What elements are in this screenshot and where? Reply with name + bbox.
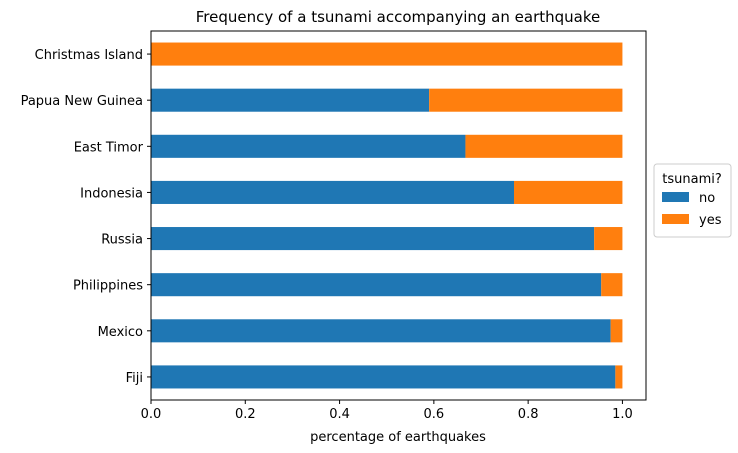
y-tick-label: East Timor bbox=[74, 140, 144, 155]
bar-yes-fiji bbox=[615, 365, 623, 389]
plot-frame bbox=[150, 30, 647, 401]
bar-yes-christmas-island bbox=[151, 42, 623, 66]
y-tick-label: Russia bbox=[101, 233, 143, 248]
y-tick-label: Mexico bbox=[98, 325, 143, 340]
legend-label-yes: yes bbox=[699, 213, 722, 228]
bar-yes-indonesia bbox=[514, 180, 623, 204]
x-tick-label: 0.8 bbox=[518, 407, 539, 422]
x-tick-label: 0.0 bbox=[141, 407, 162, 422]
bar-no-indonesia bbox=[151, 180, 514, 204]
bar-no-russia bbox=[151, 227, 595, 251]
bar-no-mexico bbox=[151, 319, 611, 343]
legend-swatch-yes bbox=[662, 214, 689, 224]
bars-layer bbox=[151, 42, 623, 389]
bar-yes-philippines bbox=[601, 273, 623, 297]
y-tick-label: Fiji bbox=[126, 371, 143, 386]
bar-no-fiji bbox=[151, 365, 616, 389]
y-tick-labels: Christmas Island Papua New Guinea East Tim… bbox=[21, 48, 151, 386]
x-tick-label: 0.2 bbox=[235, 407, 256, 422]
y-tick-label: Philippines bbox=[73, 279, 143, 294]
bar-no-east-timor bbox=[151, 134, 466, 158]
bar-no-philippines bbox=[151, 273, 602, 297]
legend-swatch-no bbox=[662, 192, 689, 202]
x-axis-label: percentage of earthquakes bbox=[310, 430, 486, 445]
chart-title: Frequency of a tsunami accompanying an e… bbox=[196, 8, 600, 26]
bar-yes-east-timor bbox=[465, 134, 623, 158]
legend-label-no: no bbox=[699, 191, 715, 206]
legend-entries: no yes bbox=[662, 191, 722, 228]
legend-title: tsunami? bbox=[662, 172, 722, 187]
bar-no-papua-new-guinea bbox=[151, 88, 430, 112]
bar-yes-papua-new-guinea bbox=[429, 88, 623, 112]
bar-yes-russia bbox=[594, 227, 623, 251]
y-tick-label: Indonesia bbox=[80, 186, 143, 201]
legend: tsunami? no yes bbox=[653, 163, 732, 238]
x-ticks: 0.0 0.2 0.4 0.6 0.8 1.0 bbox=[141, 400, 633, 422]
x-tick-label: 1.0 bbox=[612, 407, 633, 422]
x-tick-label: 0.6 bbox=[424, 407, 445, 422]
y-tick-label: Christmas Island bbox=[35, 48, 143, 63]
bar-yes-mexico bbox=[610, 319, 623, 343]
x-tick-label: 0.4 bbox=[329, 407, 350, 422]
y-tick-label: Papua New Guinea bbox=[21, 94, 143, 109]
